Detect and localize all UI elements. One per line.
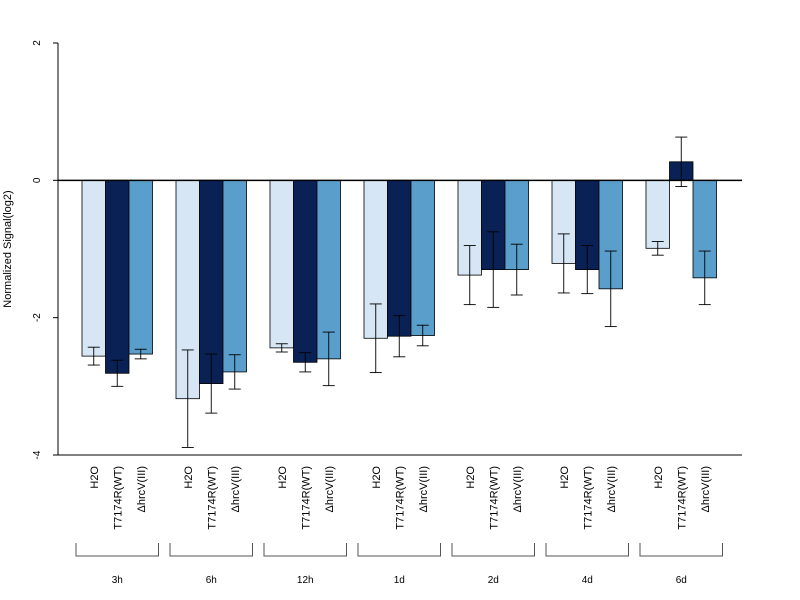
category-label-3h-0: H2O (89, 466, 101, 489)
error-bar-6d-2 (698, 250, 711, 306)
group-bracket-4d (545, 543, 629, 557)
bar-6h-2 (222, 179, 247, 373)
error-bar-2d-0 (463, 245, 476, 306)
bar-1d-1 (387, 179, 412, 337)
error-bar-1d-0 (369, 303, 382, 374)
group-bracket-line (639, 543, 723, 557)
group-bracket-1d (357, 543, 441, 557)
category-label-4d-0: H2O (559, 466, 571, 489)
error-bar-4d-1 (581, 245, 594, 295)
group-bracket-3h (75, 543, 159, 557)
group-label-2d: 2d (488, 575, 499, 586)
y-tick-label--4: -4 (32, 450, 43, 459)
bars-layer (81, 161, 717, 400)
error-bar-3h-1 (111, 359, 124, 387)
bar-6d-0 (645, 179, 670, 249)
error-bar-4d-0 (557, 233, 570, 294)
category-label-3h-2: ΔhrcV(III) (136, 466, 148, 512)
axes-layer: 2 0 -2 -4 (32, 40, 742, 459)
group-labels-layer: 3h 6h 12h 1d 2d 4d 6d (75, 543, 723, 586)
group-bracket-line (545, 543, 629, 557)
category-label-6h-0: H2O (183, 466, 195, 489)
error-bar-2d-2 (510, 243, 523, 296)
category-label-6h-2: ΔhrcV(III) (230, 466, 242, 512)
error-bar-3h-0 (87, 346, 100, 366)
category-label-2d-2: ΔhrcV(III) (512, 466, 524, 512)
category-label-12h-1: T7174R(WT) (300, 466, 312, 530)
error-bar-3h-2 (134, 348, 147, 360)
group-label-12h: 12h (297, 575, 314, 586)
group-label-6h: 6h (206, 575, 217, 586)
category-label-6d-1: T7174R(WT) (676, 466, 688, 530)
error-bar-12h-0 (275, 343, 288, 353)
category-label-4d-2: ΔhrcV(III) (606, 466, 618, 512)
y-tick-label--2: -2 (32, 313, 43, 322)
category-label-6h-1: T7174R(WT) (206, 466, 218, 530)
group-bracket-line (169, 543, 253, 557)
error-bar-1d-1 (393, 315, 406, 358)
bar-12h-0 (269, 179, 294, 349)
category-label-1d-1: T7174R(WT) (394, 466, 406, 530)
category-label-2d-0: H2O (465, 466, 477, 489)
category-labels-layer: H2O T7174R(WT) ΔhrcV(III) H2O T7174R(WT) Δhrc… (89, 466, 712, 530)
category-label-6d-2: ΔhrcV(III) (700, 466, 712, 512)
group-label-1d: 1d (394, 575, 405, 586)
group-bracket-line (75, 543, 159, 557)
bar-12h-1 (293, 179, 318, 363)
group-bracket-line (357, 543, 441, 557)
bar-3h-0 (81, 179, 106, 357)
group-label-4d: 4d (582, 575, 593, 586)
group-bracket-2d (451, 543, 535, 557)
error-bar-4d-2 (604, 250, 617, 328)
group-label-6d: 6d (676, 575, 687, 586)
group-bracket-6h (169, 543, 253, 557)
category-label-12h-0: H2O (277, 466, 289, 489)
y-axis-label: Normalized Signal(log2) (2, 190, 14, 307)
bar-3h-1 (105, 179, 130, 374)
group-bracket-12h (263, 543, 347, 557)
group-label-3h: 3h (112, 575, 123, 586)
error-bar-2d-1 (487, 231, 500, 308)
error-bar-6h-1 (205, 353, 218, 414)
error-bar-6h-0 (181, 349, 194, 448)
category-label-6d-0: H2O (653, 466, 665, 489)
error-bar-6d-0 (651, 240, 664, 256)
group-bracket-6d (639, 543, 723, 557)
category-label-4d-1: T7174R(WT) (582, 466, 594, 530)
category-label-1d-0: H2O (371, 466, 383, 489)
group-bracket-line (263, 543, 347, 557)
y-tick-label-2: 2 (32, 40, 43, 46)
group-bracket-line (451, 543, 535, 557)
bar-1d-2 (410, 179, 435, 336)
error-bar-6h-2 (228, 354, 241, 390)
bar-3h-2 (128, 179, 153, 355)
bar-6h-1 (199, 179, 224, 384)
error-bar-12h-1 (299, 352, 312, 373)
error-bar-6d-1 (675, 136, 688, 187)
category-label-3h-1: T7174R(WT) (112, 466, 124, 530)
error-bar-1d-2 (416, 324, 429, 347)
error-bar-12h-2 (322, 331, 335, 387)
error-bars-layer (87, 136, 711, 448)
category-label-12h-2: ΔhrcV(III) (324, 466, 336, 512)
category-label-1d-2: ΔhrcV(III) (418, 466, 430, 512)
y-tick-label-0: 0 (32, 177, 43, 183)
category-label-2d-1: T7174R(WT) (488, 466, 500, 530)
